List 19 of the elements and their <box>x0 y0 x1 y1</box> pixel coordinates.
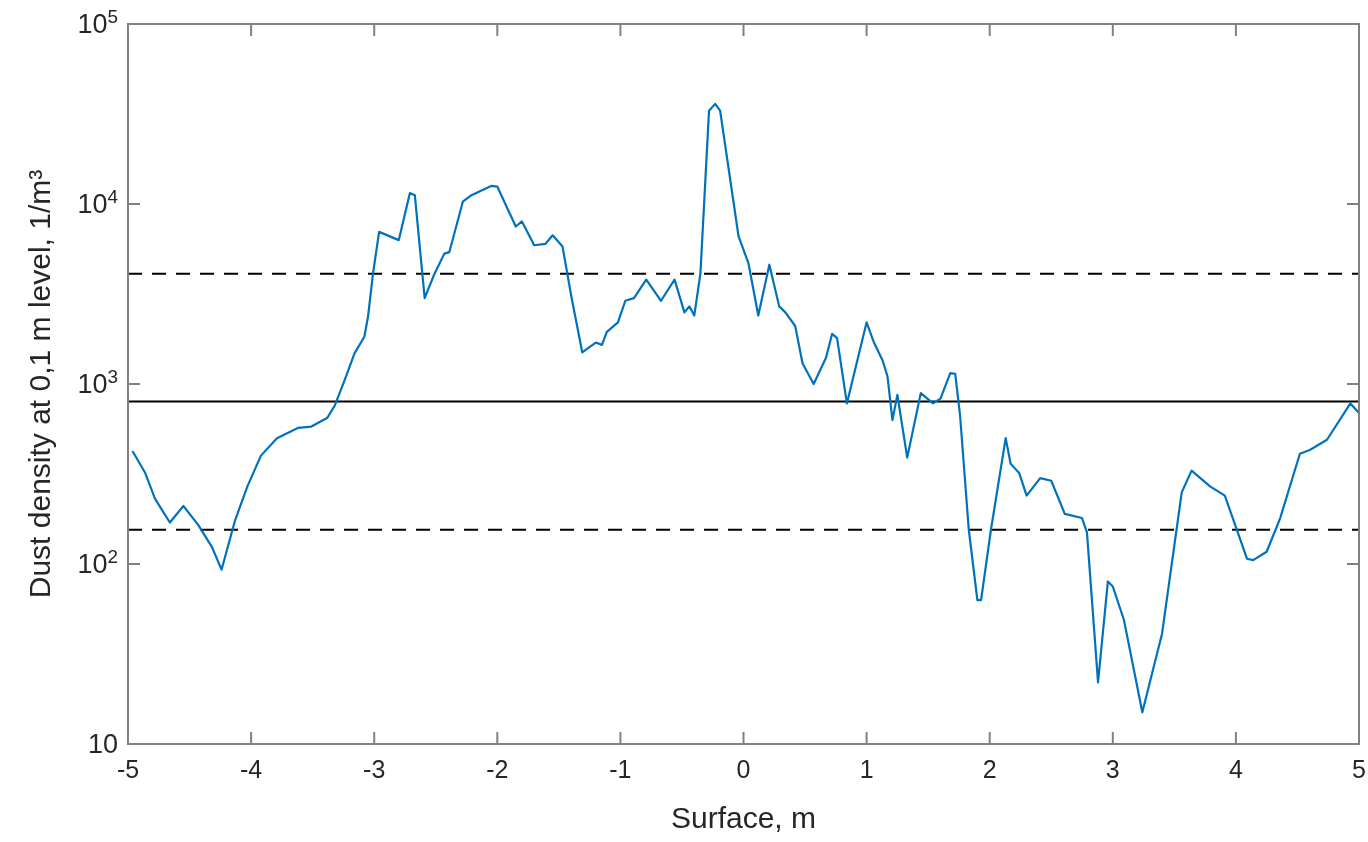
line-series <box>131 102 1361 714</box>
y-tick-label: 10$^{4}$ <box>77 185 118 219</box>
x-tick-label: 5 <box>1352 755 1366 783</box>
x-axis-title: Surface, m <box>670 801 817 834</box>
y-axis-title: Dust density at 0,1 m level, 1/m³ <box>23 169 56 599</box>
x-tick-label: -2 <box>486 755 509 783</box>
y-tick-label: 10 <box>87 729 118 759</box>
x-tick-label: 2 <box>982 755 997 783</box>
x-tick-label: 4 <box>1228 755 1243 783</box>
x-tick-label: -3 <box>363 755 386 783</box>
y-tick-label: 10$^{2}$ <box>77 545 118 579</box>
y-tick-label: 10$^{3}$ <box>77 365 118 399</box>
x-tick-label: -4 <box>239 755 263 783</box>
y-tick-label: 10$^{5}$ <box>77 5 118 39</box>
x-tick-label: -5 <box>116 755 140 783</box>
x-tick-label: 1 <box>859 755 874 783</box>
x-tick-label: -1 <box>609 755 632 783</box>
x-tick-label: 3 <box>1105 755 1120 783</box>
x-tick-label: 0 <box>736 755 751 783</box>
